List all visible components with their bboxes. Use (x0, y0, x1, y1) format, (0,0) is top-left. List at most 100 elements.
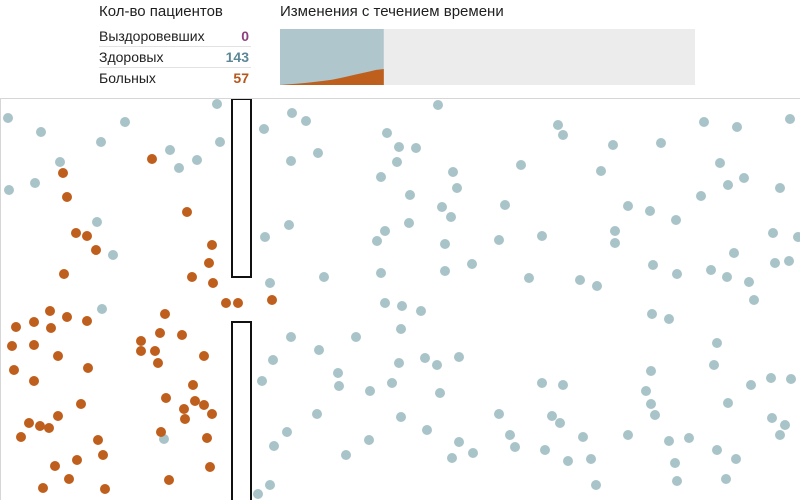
healthy-patient-dot (286, 332, 296, 342)
healthy-patient-dot (380, 226, 390, 236)
healthy-patient-dot (372, 236, 382, 246)
sick-patient-dot (53, 411, 63, 421)
healthy-patient-dot (575, 275, 585, 285)
healthy-patient-dot (284, 220, 294, 230)
sick-patient-dot (62, 192, 72, 202)
quarantine-wall-lower (231, 321, 252, 500)
healthy-patient-dot (448, 167, 458, 177)
healthy-patient-dot (454, 437, 464, 447)
healthy-patient-dot (341, 450, 351, 460)
healthy-patient-dot (650, 410, 660, 420)
healthy-patient-dot (433, 100, 443, 110)
sick-patient-dot (71, 228, 81, 238)
healthy-patient-dot (592, 281, 602, 291)
healthy-patient-dot (780, 420, 790, 430)
healthy-patient-dot (467, 259, 477, 269)
healthy-patient-dot (108, 250, 118, 260)
sick-patient-dot (9, 365, 19, 375)
healthy-patient-dot (382, 128, 392, 138)
healthy-patient-dot (784, 256, 794, 266)
healthy-patient-dot (312, 409, 322, 419)
healthy-patient-dot (641, 386, 651, 396)
simulation-area (0, 98, 800, 500)
healthy-patient-dot (452, 183, 462, 193)
patient-count-title: Кол-во пациентов (99, 3, 223, 20)
sick-patient-dot (150, 346, 160, 356)
sick-patient-dot (208, 278, 218, 288)
healthy-patient-dot (699, 117, 709, 127)
healthy-patient-dot (608, 140, 618, 150)
sick-patient-dot (190, 396, 200, 406)
healthy-patient-dot (578, 432, 588, 442)
healthy-patient-dot (120, 117, 130, 127)
sick-patient-dot (187, 272, 197, 282)
healthy-patient-dot (416, 306, 426, 316)
sick-patient-dot (76, 399, 86, 409)
sick-patient-dot (267, 295, 277, 305)
healthy-patient-dot (286, 156, 296, 166)
healthy-patient-dot (435, 388, 445, 398)
sick-patient-dot (204, 258, 214, 268)
sick-patient-dot (35, 421, 45, 431)
time-chart-title: Изменения с течением времени (280, 3, 504, 20)
healthy-patient-dot (282, 427, 292, 437)
healthy-patient-dot (670, 458, 680, 468)
healthy-label: Здоровых (99, 49, 164, 65)
healthy-patient-dot (709, 360, 719, 370)
healthy-patient-dot (596, 166, 606, 176)
sick-label: Больных (99, 70, 156, 86)
sick-patient-dot (24, 418, 34, 428)
healthy-patient-dot (165, 145, 175, 155)
sick-patient-dot (38, 483, 48, 493)
sick-patient-dot (29, 340, 39, 350)
sick-patient-dot (182, 207, 192, 217)
healthy-patient-dot (405, 190, 415, 200)
healthy-patient-dot (553, 120, 563, 130)
healthy-patient-dot (500, 200, 510, 210)
sick-patient-dot (98, 450, 108, 460)
healthy-patient-dot (786, 374, 796, 384)
healthy-patient-dot (744, 277, 754, 287)
healthy-patient-dot (92, 217, 102, 227)
sick-patient-dot (11, 322, 21, 332)
healthy-patient-dot (380, 298, 390, 308)
healthy-patient-dot (721, 474, 731, 484)
healthy-patient-dot (351, 332, 361, 342)
sick-patient-dot (155, 328, 165, 338)
healthy-patient-dot (468, 448, 478, 458)
healthy-patient-dot (319, 272, 329, 282)
sick-patient-dot (58, 168, 68, 178)
healthy-patient-dot (586, 454, 596, 464)
sick-patient-dot (153, 358, 163, 368)
healthy-patient-dot (785, 114, 795, 124)
healthy-patient-dot (376, 268, 386, 278)
healthy-patient-dot (767, 413, 777, 423)
healthy-patient-dot (376, 172, 386, 182)
sick-patient-dot (59, 269, 69, 279)
healthy-patient-dot (591, 480, 601, 490)
healthy-patient-dot (334, 381, 344, 391)
healthy-patient-dot (454, 352, 464, 362)
healthy-patient-dot (729, 248, 739, 258)
healthy-patient-dot (558, 130, 568, 140)
healthy-patient-dot (646, 366, 656, 376)
sick-patient-dot (136, 336, 146, 346)
healthy-patient-dot (793, 232, 800, 242)
healthy-patient-dot (365, 386, 375, 396)
healthy-patient-dot (3, 113, 13, 123)
healthy-patient-dot (30, 178, 40, 188)
healthy-patient-dot (723, 398, 733, 408)
healthy-patient-dot (723, 180, 733, 190)
healthy-patient-dot (746, 380, 756, 390)
simulation-canvas (3, 99, 800, 500)
quarantine-wall (231, 99, 252, 500)
healthy-patient-dot (396, 324, 406, 334)
healthy-patient-dot (257, 376, 267, 386)
sick-patient-dot (161, 393, 171, 403)
sick-patient-dot (83, 363, 93, 373)
healthy-patient-dot (420, 353, 430, 363)
healthy-patient-dot (494, 235, 504, 245)
sick-patient-dot (93, 435, 103, 445)
sick-patient-dot (156, 427, 166, 437)
healthy-patient-dot (768, 228, 778, 238)
